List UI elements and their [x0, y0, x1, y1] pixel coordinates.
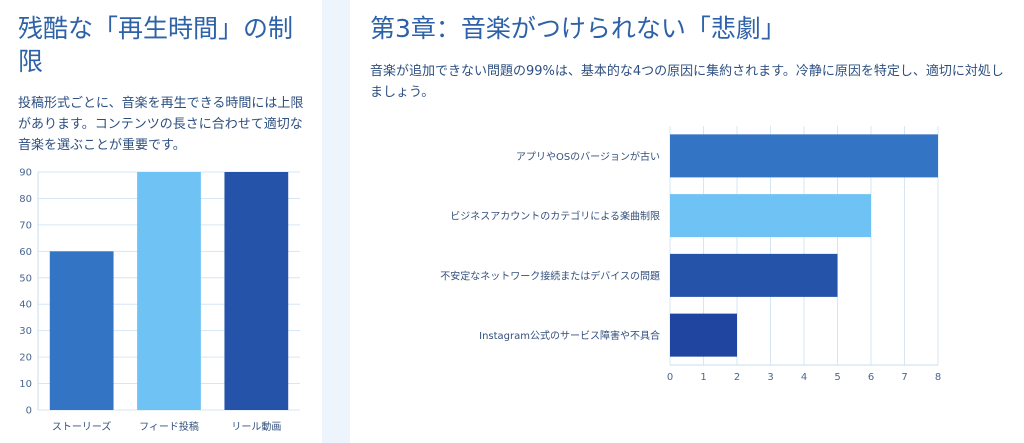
x-tick-label: 7 [901, 372, 907, 383]
y-tick-label: 70 [19, 220, 32, 231]
y-tick-label: 0 [26, 406, 32, 417]
y-tick-label: 40 [19, 300, 32, 311]
y-category-label: ビジネスアカウントのカテゴリによる楽曲制限 [450, 210, 660, 223]
y-category-label: Instagram公式のサービス障害や不具合 [479, 329, 660, 342]
x-tick-label: 2 [734, 372, 740, 383]
x-tick-label: 3 [767, 372, 773, 383]
x-tick-label: 4 [801, 372, 807, 383]
y-tick-label: 30 [19, 326, 32, 337]
right-title: 第3章：音楽がつけられない「悲劇」 [370, 14, 786, 43]
bar-3 [670, 253, 838, 297]
y-tick-label: 20 [19, 353, 32, 364]
right-panel: 第3章：音楽がつけられない「悲劇」 音楽が追加できない問題の99%は、基本的な4… [350, 0, 1024, 443]
y-category-label: アプリやOSのバージョンが古い [516, 150, 660, 163]
y-tick-label: 50 [19, 273, 32, 284]
left-panel: 残酷な「再生時間」の制限 投稿形式ごとに、音楽を再生できる時間には上限があります… [0, 0, 322, 443]
bar-2 [670, 194, 871, 238]
x-tick-label: 1 [700, 372, 706, 383]
x-tick-label: 0 [667, 372, 673, 383]
left-description: 投稿形式ごとに、音楽を再生できる時間には上限があります。コンテンツの長さに合わせ… [18, 96, 304, 153]
y-tick-label: 10 [19, 379, 32, 390]
y-tick-label: 60 [19, 247, 32, 258]
bar-3 [224, 172, 289, 410]
bar-4 [670, 313, 737, 357]
y-category-label: 不安定なネットワーク接続またはデバイスの問題 [440, 269, 660, 282]
x-tick-label: 5 [834, 372, 840, 383]
bar-1 [49, 251, 114, 410]
x-category-label: リール動画 [231, 420, 281, 433]
left-title: 残酷な「再生時間」の制限 [18, 14, 294, 76]
right-description: 音楽が追加できない問題の99%は、基本的な4つの原因に集約されます。冷静に原因を… [370, 64, 1004, 100]
x-category-label: フィード投稿 [139, 420, 199, 433]
bar-1 [670, 134, 938, 178]
y-tick-label: 90 [19, 168, 32, 179]
bar-2 [137, 172, 201, 410]
music-issue-causes-chart: 0 1 2 3 4 5 6 7 8 アプリやOSのバージョンが古いビジネスアカウントのカテゴリによ… [440, 126, 941, 383]
playback-limit-chart: 0 10 20 30 40 50 60 70 80 90 ストーリーズ フィード投稿 リール動画 [19, 168, 300, 433]
y-tick-label: 80 [19, 194, 32, 205]
x-tick-label: 8 [935, 372, 941, 383]
x-category-label: ストーリーズ [52, 420, 112, 433]
x-tick-label: 6 [868, 372, 874, 383]
